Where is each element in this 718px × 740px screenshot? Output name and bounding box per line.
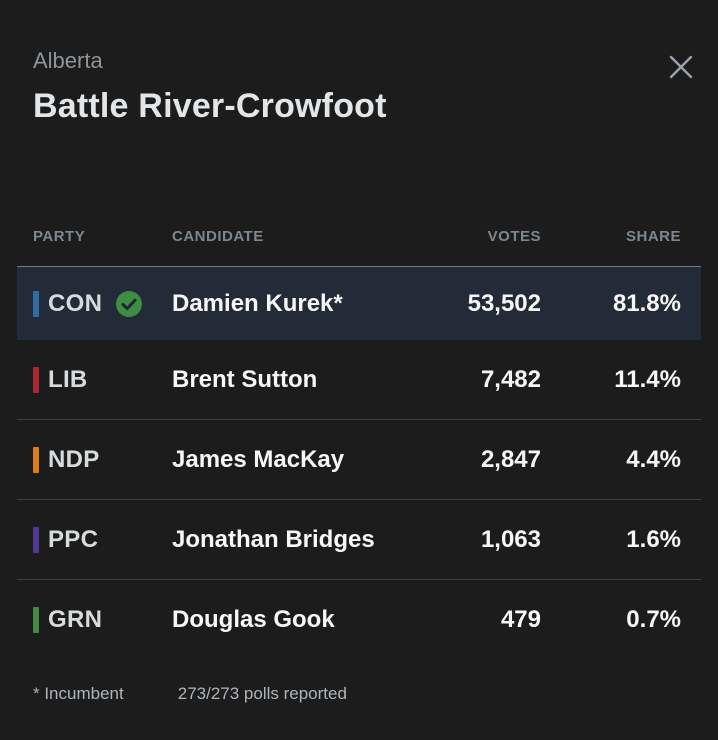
table-row[interactable]: LIB Brent Sutton 7,482 11.4% xyxy=(17,340,701,420)
table-row[interactable]: NDP James MacKay 2,847 4.4% xyxy=(17,420,701,500)
column-header-party: PARTY xyxy=(33,228,86,245)
party-cell: CON xyxy=(33,290,172,318)
share-value: 0.7% xyxy=(626,606,681,633)
party-color-bar xyxy=(33,446,39,473)
share-value: 4.4% xyxy=(626,445,681,473)
share-value: 11.4% xyxy=(614,365,681,393)
column-header-share: SHARE xyxy=(625,228,681,245)
table-header-row: PARTY CANDIDATE VOTES SHARE xyxy=(17,228,701,246)
candidate-name: Brent Sutton xyxy=(172,365,318,393)
votes-value: 1,063 xyxy=(480,525,541,553)
votes-value: 2,847 xyxy=(480,445,541,473)
incumbent-note: * Incumbent xyxy=(33,684,124,703)
party-color-bar xyxy=(33,607,39,633)
party-abbr: GRN xyxy=(48,606,103,633)
winner-check-icon xyxy=(116,290,142,317)
votes-value: 53,502 xyxy=(467,289,541,317)
party-cell: PPC xyxy=(33,526,172,554)
candidate-name: James MacKay xyxy=(172,445,345,473)
party-cell: GRN xyxy=(33,606,172,634)
candidate-name: Douglas Gook xyxy=(172,606,335,633)
close-button[interactable] xyxy=(666,52,696,82)
results-table: PARTY CANDIDATE VOTES SHARE CON Damien K… xyxy=(17,228,701,660)
table-row-winner[interactable]: CON Damien Kurek* 53,502 81.8% xyxy=(17,266,701,340)
party-abbr: CON xyxy=(48,289,103,317)
riding-results-modal: { "header": { "region": "Alberta", "ridi… xyxy=(0,48,718,740)
candidate-name: Jonathan Bridges xyxy=(172,525,375,553)
party-abbr: LIB xyxy=(48,365,88,393)
riding-title: Battle River-Crowfoot xyxy=(33,87,387,125)
party-abbr: PPC xyxy=(48,525,99,553)
party-cell: LIB xyxy=(33,366,172,394)
party-color-bar xyxy=(33,526,39,553)
candidate-name: Damien Kurek* xyxy=(172,289,343,317)
region-label: Alberta xyxy=(33,48,103,73)
table-row[interactable]: GRN Douglas Gook 479 0.7% xyxy=(17,580,701,660)
votes-value: 7,482 xyxy=(480,365,541,393)
column-header-candidate: CANDIDATE xyxy=(172,228,264,245)
polls-reported: 273/273 polls reported xyxy=(177,684,347,703)
party-cell: NDP xyxy=(33,446,172,474)
share-value: 81.8% xyxy=(612,289,681,317)
table-footnote: * Incumbent 273/273 polls reported xyxy=(33,683,718,705)
party-color-bar xyxy=(33,366,39,393)
table-row[interactable]: PPC Jonathan Bridges 1,063 1.6% xyxy=(17,500,701,580)
close-icon xyxy=(669,55,693,79)
party-abbr: NDP xyxy=(48,445,100,473)
party-color-bar xyxy=(33,290,39,317)
column-header-votes: VOTES xyxy=(487,228,541,245)
votes-value: 479 xyxy=(500,606,541,633)
share-value: 1.6% xyxy=(626,525,681,553)
